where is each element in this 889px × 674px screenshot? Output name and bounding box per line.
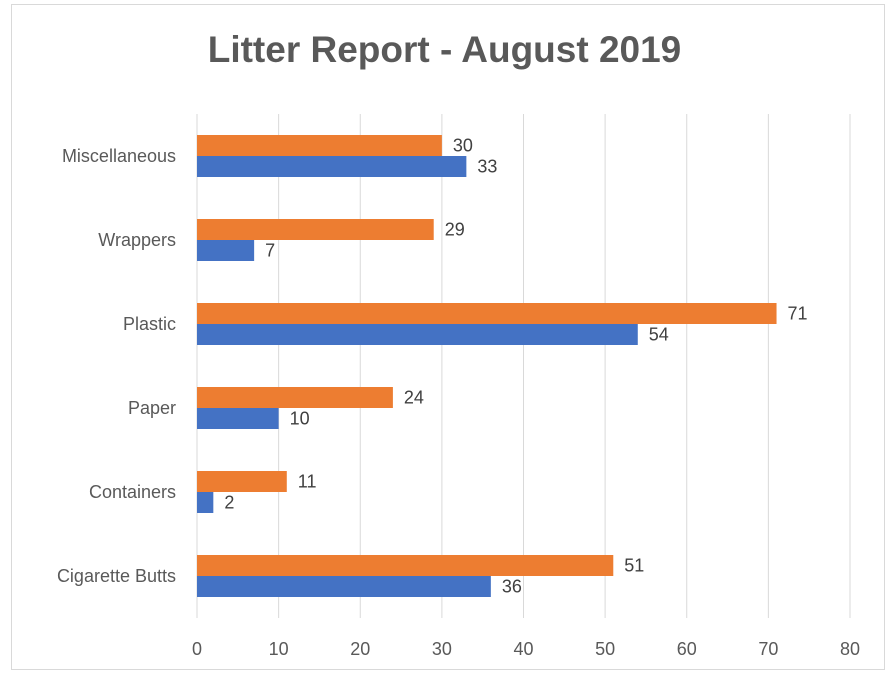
data-label: 10 [290, 409, 310, 429]
bar [197, 471, 287, 492]
data-label: 11 [298, 472, 317, 492]
bar [197, 576, 491, 597]
category-label: Plastic [123, 314, 176, 334]
category-label: Cigarette Butts [57, 566, 176, 586]
bars [197, 135, 777, 597]
bar [197, 492, 214, 513]
x-tick-label: 30 [432, 639, 452, 659]
bar [197, 240, 255, 261]
bar [197, 387, 393, 408]
category-label: Paper [128, 398, 176, 418]
chart-title: Litter Report - August 2019 [207, 29, 682, 70]
data-label: 51 [624, 556, 644, 576]
x-tick-label: 70 [758, 639, 778, 659]
x-tick-label: 50 [595, 639, 615, 659]
data-label: 33 [477, 157, 497, 177]
data-label: 29 [445, 220, 465, 240]
bar [197, 324, 638, 345]
bar [197, 555, 614, 576]
bar [197, 303, 777, 324]
data-label: 36 [502, 577, 522, 597]
x-tick-label: 60 [677, 639, 697, 659]
category-label: Miscellaneous [62, 146, 176, 166]
category-label: Wrappers [98, 230, 176, 250]
bar [197, 135, 442, 156]
category-label: Containers [89, 482, 176, 502]
x-tick-label: 80 [840, 639, 860, 659]
data-label: 71 [788, 304, 808, 324]
data-label: 2 [224, 493, 234, 513]
data-label: 24 [404, 388, 424, 408]
x-tick-label: 0 [192, 639, 202, 659]
bar [197, 156, 467, 177]
bar [197, 408, 279, 429]
x-tick-label: 20 [350, 639, 370, 659]
x-tick-label: 40 [513, 639, 533, 659]
bar [197, 219, 434, 240]
x-tick-label: 10 [269, 639, 289, 659]
data-label: 54 [649, 325, 669, 345]
data-label: 30 [453, 136, 473, 156]
gridlines [196, 114, 851, 618]
axis-labels: 0 10 20 30 40 50 60 70 80 Cigarette Butts Containe… [57, 146, 860, 659]
data-label: 7 [265, 241, 275, 261]
